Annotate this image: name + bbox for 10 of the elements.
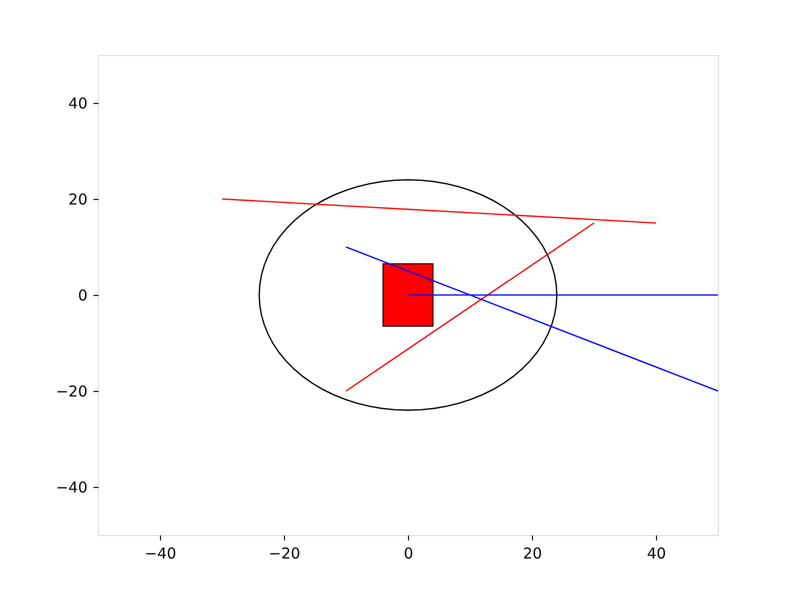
- y-tick-label: 40: [68, 94, 88, 112]
- x-tick-label: 0: [404, 544, 414, 562]
- x-tick-label: −20: [268, 544, 300, 562]
- x-tick-label: 20: [522, 544, 542, 562]
- y-tick-label: −20: [56, 382, 88, 400]
- y-tick-label: −40: [56, 478, 88, 496]
- y-tick-label: 0: [78, 286, 88, 304]
- x-tick-label: −40: [144, 544, 176, 562]
- y-tick-label: 20: [68, 190, 88, 208]
- x-tick-label: 40: [646, 544, 666, 562]
